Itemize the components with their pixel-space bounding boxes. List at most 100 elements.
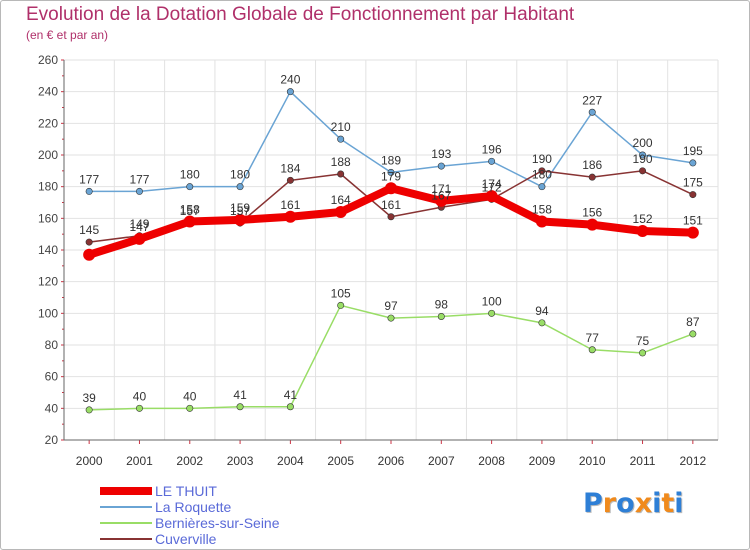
legend-swatch xyxy=(100,522,152,524)
data-label: 171 xyxy=(431,182,451,196)
y-tick-label: 220 xyxy=(38,116,58,130)
data-label: 157 xyxy=(230,204,250,218)
chart-subtitle: (en € et par an) xyxy=(26,28,109,42)
data-label: 87 xyxy=(686,315,700,329)
data-point xyxy=(236,183,244,191)
data-label: 180 xyxy=(230,168,250,182)
legend-label: Bernières-sur-Seine xyxy=(155,515,280,531)
data-point xyxy=(639,167,647,175)
data-label: 196 xyxy=(482,142,502,156)
data-label: 177 xyxy=(129,172,149,186)
data-label: 105 xyxy=(331,286,351,300)
data-point xyxy=(337,135,345,143)
legend-swatch xyxy=(100,487,152,495)
data-label: 200 xyxy=(633,136,653,150)
y-tick-label: 140 xyxy=(38,243,58,257)
data-label: 177 xyxy=(79,172,99,186)
data-label: 145 xyxy=(79,223,99,237)
data-point xyxy=(286,403,294,411)
data-label: 172 xyxy=(482,180,502,194)
data-label: 175 xyxy=(683,176,703,190)
data-point xyxy=(286,88,294,96)
data-label: 190 xyxy=(633,152,653,166)
data-point xyxy=(135,404,143,412)
y-tick-label: 20 xyxy=(45,433,59,447)
data-point xyxy=(234,213,247,226)
y-tick-label: 240 xyxy=(38,85,58,99)
data-point xyxy=(686,226,699,239)
data-label: 180 xyxy=(180,168,200,182)
y-tick-label: 160 xyxy=(38,211,58,225)
data-label: 164 xyxy=(331,193,351,207)
x-tick-label: 2007 xyxy=(428,454,455,468)
x-tick-label: 2005 xyxy=(327,454,354,468)
series-lines xyxy=(83,88,699,414)
data-point xyxy=(639,349,647,357)
line-chart: 20 40 60 80 100 120 140 160 180 200 220 240 260 2000 2… xyxy=(38,53,719,468)
data-label: 156 xyxy=(582,206,602,220)
y-tick-label: 40 xyxy=(45,401,59,415)
data-point xyxy=(236,403,244,411)
chart-title: Evolution de la Dotation Globale de Fonc… xyxy=(26,4,575,25)
data-label: 159 xyxy=(230,201,250,215)
data-label: 75 xyxy=(636,334,650,348)
data-label: 190 xyxy=(532,152,552,166)
data-label: 210 xyxy=(331,120,351,134)
data-point xyxy=(689,159,697,167)
data-label: 180 xyxy=(532,168,552,182)
data-point xyxy=(334,206,347,218)
x-tick-label: 2003 xyxy=(227,454,254,468)
data-label: 188 xyxy=(331,155,351,169)
data-label: 189 xyxy=(381,153,401,167)
data-label: 158 xyxy=(180,203,200,217)
data-point xyxy=(83,248,96,261)
data-point xyxy=(538,183,546,191)
data-point xyxy=(586,218,599,231)
data-label: 161 xyxy=(280,198,300,212)
y-tick-label: 260 xyxy=(38,53,58,67)
data-point xyxy=(186,404,194,412)
data-label: 40 xyxy=(183,389,197,403)
data-point xyxy=(337,301,345,309)
legend-swatch xyxy=(100,506,152,508)
data-point xyxy=(437,162,445,170)
data-point xyxy=(437,312,445,320)
y-tick-label: 200 xyxy=(38,148,58,162)
data-point xyxy=(385,182,397,195)
data-point xyxy=(85,187,93,195)
legend-label: La Roquette xyxy=(155,499,232,515)
data-label: 167 xyxy=(431,188,451,202)
legend-label: Cuverville xyxy=(155,531,217,547)
data-label: 179 xyxy=(381,169,401,183)
y-tick-label: 60 xyxy=(45,370,59,384)
legend-item: La Roquette xyxy=(100,499,360,515)
y-tick-label: 120 xyxy=(38,275,58,289)
x-tick-label: 2000 xyxy=(76,454,103,468)
data-point xyxy=(488,309,496,317)
data-label: 195 xyxy=(683,144,703,158)
data-label: 152 xyxy=(633,212,653,226)
x-tick-label: 2010 xyxy=(579,454,606,468)
data-point xyxy=(588,173,596,181)
data-label: 41 xyxy=(233,388,247,402)
data-label: 193 xyxy=(431,147,451,161)
x-tick-label: 2012 xyxy=(679,454,706,468)
x-tick-label: 2006 xyxy=(378,454,405,468)
data-point xyxy=(183,215,196,228)
data-label: 161 xyxy=(381,198,401,212)
data-label: 40 xyxy=(133,389,147,403)
data-label: 94 xyxy=(535,304,549,318)
data-point xyxy=(485,190,498,203)
data-point xyxy=(186,183,194,191)
data-label: 147 xyxy=(129,220,149,234)
data-point xyxy=(85,406,93,414)
data-point xyxy=(135,187,143,195)
data-label: 158 xyxy=(532,203,552,217)
data-point xyxy=(689,191,697,199)
data-point xyxy=(488,157,496,165)
data-label: 184 xyxy=(280,161,300,175)
data-point xyxy=(387,213,395,221)
data-label: 39 xyxy=(82,391,96,405)
data-point xyxy=(387,314,395,322)
data-point xyxy=(639,151,647,159)
